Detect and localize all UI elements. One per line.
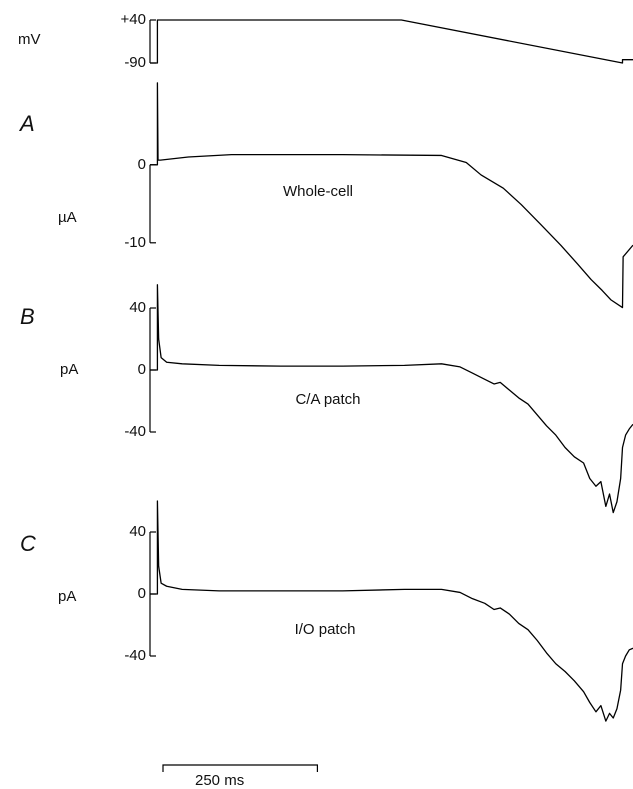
y-tick-label: -40 [124, 647, 146, 664]
trace [150, 82, 633, 309]
y-axis-label: pA [60, 361, 78, 378]
trace [150, 500, 633, 722]
y-tick-label: 40 [129, 299, 146, 316]
y-tick-label: +40 [121, 11, 146, 28]
y-tick-label: -10 [124, 234, 146, 251]
y-tick-label: -90 [124, 54, 146, 71]
panel-letter: B [20, 304, 35, 329]
scale-bar-label: 250 ms [195, 772, 244, 789]
y-axis-label: µA [58, 209, 77, 226]
y-axis-label: mV [18, 31, 41, 48]
panel-letter: C [20, 531, 36, 556]
y-axis-label: pA [58, 588, 76, 605]
trace-label: C/A patch [295, 391, 360, 408]
y-tick-label: 0 [138, 585, 146, 602]
trace [150, 19, 633, 64]
panel-letter: A [18, 111, 35, 136]
scale-bar [162, 764, 319, 772]
y-tick-label: 0 [138, 361, 146, 378]
trace-label: Whole-cell [283, 183, 353, 200]
trace-label: I/O patch [295, 621, 356, 638]
y-tick-label: -40 [124, 423, 146, 440]
trace [150, 284, 633, 514]
y-tick-label: 0 [138, 156, 146, 173]
y-tick-label: 40 [129, 523, 146, 540]
